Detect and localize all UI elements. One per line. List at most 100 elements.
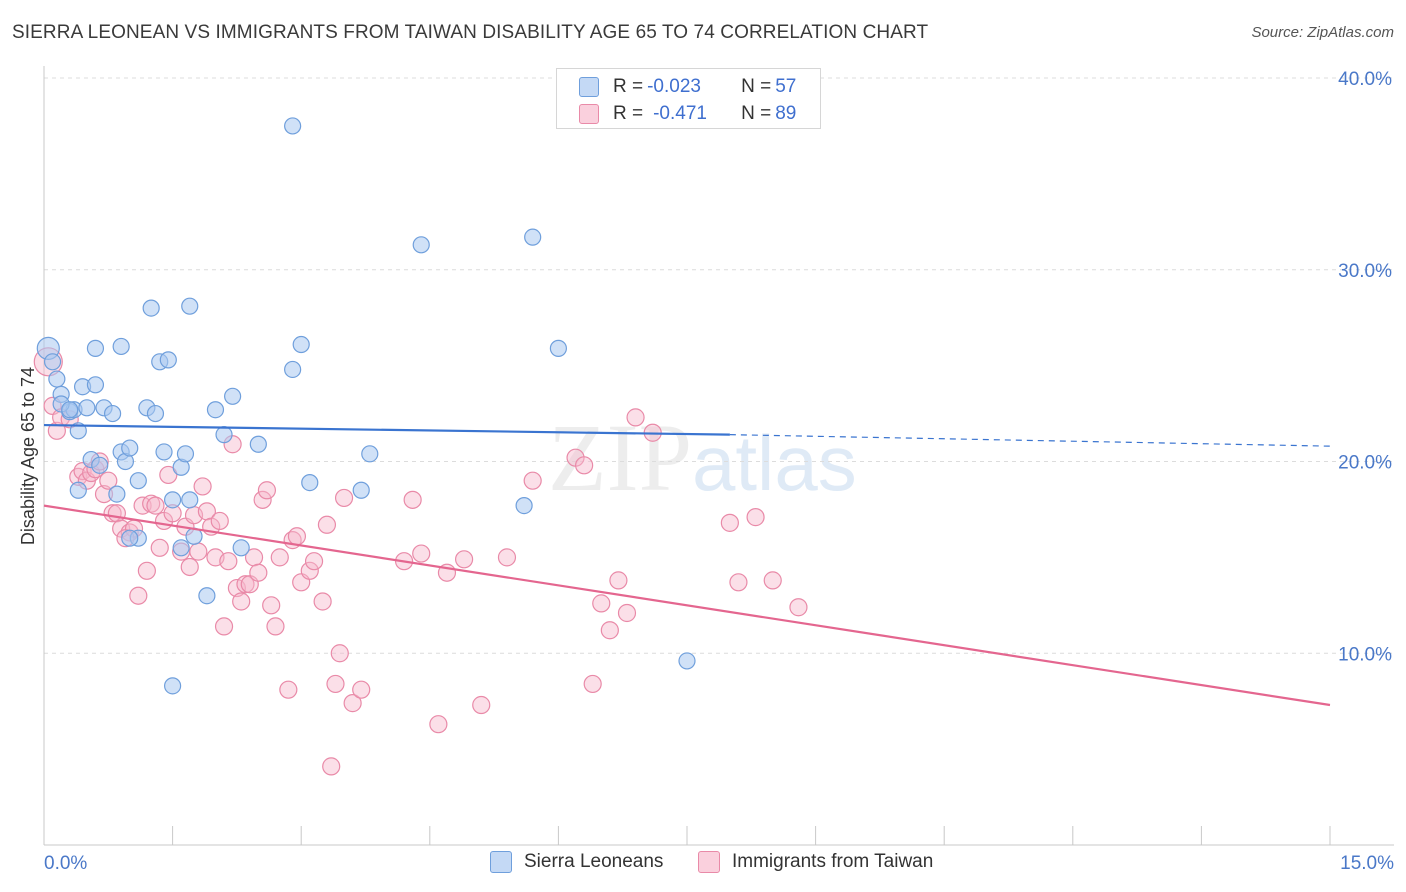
sierra-point — [61, 401, 79, 419]
series-legend: Sierra Leoneans Immigrants from Taiwan — [0, 851, 1406, 877]
taiwan-point — [429, 715, 448, 734]
taiwan-point — [47, 421, 66, 440]
sierra-point — [103, 404, 122, 423]
taiwan-point — [180, 557, 199, 577]
taiwan-point — [763, 571, 782, 590]
sierra-point — [284, 360, 302, 379]
legend-n-label: N = — [741, 76, 772, 97]
taiwan-point — [159, 465, 178, 485]
x-tick-label: 15.0% — [1340, 853, 1394, 874]
legend-r-label: R = — [613, 76, 644, 97]
taiwan-point — [232, 592, 251, 611]
sierra-point — [361, 445, 379, 463]
sierra-point — [43, 353, 62, 371]
taiwan-swatch — [579, 104, 599, 124]
sierra-point — [412, 236, 430, 254]
legend-r-label: R = — [613, 103, 644, 124]
taiwan-point — [330, 644, 349, 663]
taiwan-point — [150, 538, 169, 557]
taiwan-point — [626, 408, 645, 427]
sierra-point — [48, 370, 66, 388]
sierra-point — [515, 497, 533, 515]
taiwan-point — [720, 513, 739, 532]
gridlines — [44, 77, 1394, 654]
taiwan-point — [214, 617, 234, 636]
taiwan-point — [189, 542, 208, 561]
taiwan-point — [472, 695, 491, 715]
taiwan-point — [497, 548, 517, 567]
taiwan-point — [592, 594, 611, 613]
taiwan-point — [789, 598, 808, 617]
taiwan-point — [193, 477, 212, 496]
legend-item-sierra: Sierra Leoneans — [490, 851, 663, 873]
taiwan-point — [236, 575, 255, 594]
axes — [43, 66, 1394, 846]
taiwan-point — [746, 508, 765, 527]
sierra-point — [181, 491, 199, 509]
sierra-point — [112, 337, 130, 356]
taiwan-point — [257, 481, 277, 500]
sierra-point — [224, 387, 242, 405]
sierra-point — [352, 481, 370, 499]
taiwan-point — [403, 490, 422, 509]
taiwan-point — [304, 552, 324, 571]
y-tick-label: 20.0% — [1338, 453, 1392, 474]
sierra-point — [232, 539, 250, 557]
taiwan-point — [146, 496, 165, 515]
taiwan-point — [600, 621, 619, 640]
taiwan-point — [249, 563, 268, 582]
taiwan-point — [107, 504, 126, 523]
sierra-point — [91, 456, 109, 474]
legend-row-taiwan: R = -0.471 N = 89 — [579, 102, 796, 126]
tick-labels: 10.0% 20.0% 30.0% 40.0% 0.0% 15.0% — [44, 69, 1394, 874]
sierra-point — [121, 529, 139, 547]
sierra-swatch — [490, 851, 512, 873]
sierra-point — [86, 339, 105, 357]
sierra-point — [69, 481, 87, 499]
taiwan-point — [270, 548, 289, 567]
taiwan-point — [99, 471, 118, 490]
sierra-point — [215, 426, 233, 444]
series-sierra-points — [36, 117, 696, 695]
legend-label-sierra: Sierra Leoneans — [524, 851, 664, 872]
taiwan-point — [326, 674, 345, 694]
taiwan-point — [343, 694, 362, 713]
trend-lines — [43, 423, 1331, 707]
sierra-point — [108, 485, 126, 503]
legend-r-value: -0.471 — [653, 103, 707, 124]
sierra-point — [155, 443, 173, 461]
sierra-point — [181, 297, 199, 315]
legend-n-value: 89 — [775, 103, 797, 124]
legend-n-value: 57 — [775, 76, 797, 97]
sierra-point — [78, 399, 96, 417]
taiwan-point — [454, 550, 474, 569]
legend-item-taiwan: Immigrants from Taiwan — [698, 851, 933, 873]
y-tick-label: 30.0% — [1338, 261, 1392, 282]
series-taiwan-points — [33, 347, 808, 776]
sierra-point — [142, 299, 160, 317]
watermark-zip: ZIP — [548, 404, 692, 511]
sierra-point — [249, 435, 267, 453]
sierra-point — [164, 491, 182, 509]
taiwan-point — [412, 544, 431, 563]
taiwan-point — [137, 561, 156, 580]
sierra-trend-line — [43, 423, 730, 436]
taiwan-point — [287, 527, 307, 546]
sierra-point — [198, 587, 216, 605]
taiwan-point — [313, 592, 332, 611]
sierra-point — [121, 439, 139, 457]
sierra-point — [292, 335, 310, 354]
taiwan-point — [129, 586, 148, 605]
sierra-point — [176, 445, 195, 463]
taiwan-point — [317, 515, 337, 534]
taiwan-point — [729, 573, 748, 592]
sierra-swatch — [579, 77, 599, 97]
sierra-point — [86, 376, 105, 394]
legend-row-sierra: R = -0.023 N = 57 — [579, 75, 796, 99]
sierra-point — [172, 539, 190, 557]
taiwan-point — [617, 603, 637, 623]
taiwan-point — [322, 757, 341, 776]
taiwan-point — [575, 456, 594, 475]
chart-title: SIERRA LEONEAN VS IMMIGRANTS FROM TAIWAN… — [12, 22, 929, 43]
taiwan-point — [352, 680, 371, 699]
